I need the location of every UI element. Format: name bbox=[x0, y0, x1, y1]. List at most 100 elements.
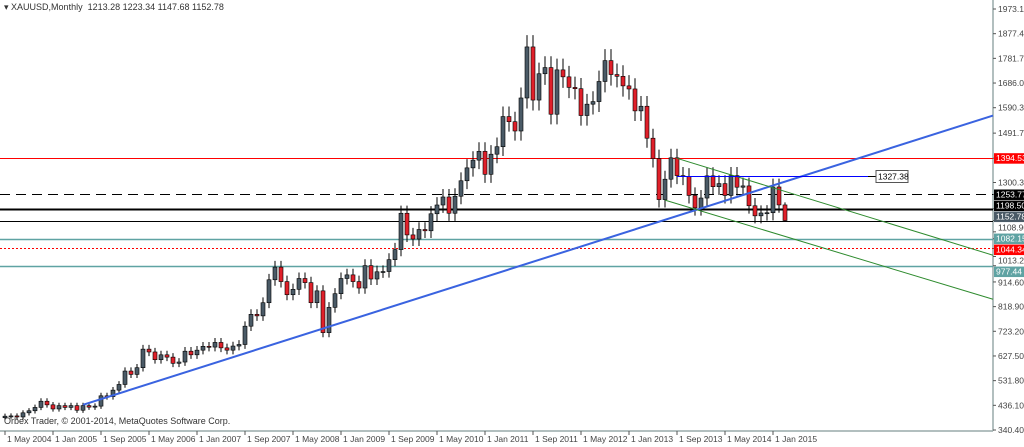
level-tag-977.44: 977.44 bbox=[996, 267, 1022, 277]
bull-candle bbox=[290, 289, 296, 296]
y-tick-label: 818.90 bbox=[998, 302, 1024, 312]
level-tag-bg bbox=[994, 189, 1024, 200]
y-tick-label: 1686.00 bbox=[998, 78, 1024, 88]
bear-candle bbox=[548, 67, 554, 115]
bear-candle bbox=[446, 196, 452, 214]
x-tick-label: 1 May 2014 bbox=[727, 434, 772, 444]
bear-candle bbox=[320, 290, 326, 333]
y-tick-label: 531.80 bbox=[998, 376, 1024, 386]
bear-candle bbox=[734, 175, 740, 188]
copyright-text: Orbex Trader, © 2001-2014, MetaQuotes So… bbox=[4, 416, 231, 426]
bull-candle bbox=[494, 146, 500, 155]
bull-candle bbox=[440, 196, 446, 206]
trendline-channel-lower bbox=[664, 199, 994, 300]
bull-candle bbox=[326, 307, 332, 333]
bull-candle bbox=[68, 405, 74, 408]
bear-candle bbox=[170, 356, 176, 364]
bear-candle bbox=[710, 175, 716, 187]
x-tick-label: 1 Jan 2015 bbox=[775, 434, 817, 444]
bull-candle bbox=[212, 342, 218, 348]
trendline-uptrend bbox=[82, 114, 994, 406]
bear-candle bbox=[86, 405, 92, 408]
chart-header: ▾ XAUUSD,Monthly 1213.28 1223.34 1147.68… bbox=[4, 2, 224, 13]
bull-candle bbox=[728, 175, 734, 196]
bull-candle bbox=[398, 212, 404, 250]
bear-candle bbox=[62, 405, 68, 408]
bull-candle bbox=[584, 103, 590, 116]
bull-candle bbox=[524, 46, 530, 99]
bull-candle bbox=[542, 67, 548, 75]
bull-candle bbox=[332, 293, 338, 308]
bear-candle bbox=[44, 400, 50, 406]
bull-candle bbox=[698, 197, 704, 209]
bear-candle bbox=[632, 88, 638, 112]
bear-candle bbox=[644, 105, 650, 139]
bull-candle bbox=[476, 151, 482, 161]
bull-candle bbox=[200, 346, 206, 351]
bull-candle bbox=[230, 345, 236, 351]
level-tag-bg bbox=[994, 200, 1024, 212]
bull-candle bbox=[26, 410, 32, 414]
level-tag-1082.15: 1082.15 bbox=[996, 234, 1024, 244]
bull-candle bbox=[110, 389, 116, 397]
bear-candle bbox=[608, 60, 614, 75]
bull-candle bbox=[182, 350, 188, 363]
x-tick-label: 1 Sep 2013 bbox=[679, 434, 723, 444]
bear-candle bbox=[14, 415, 20, 418]
y-tick-label: 1973.10 bbox=[998, 4, 1024, 14]
level-tag-1253.77: 1253.77 bbox=[996, 189, 1024, 199]
bear-candle bbox=[650, 137, 656, 159]
bull-candle bbox=[416, 229, 422, 240]
bear-candle bbox=[686, 176, 692, 196]
bull-candle bbox=[452, 195, 458, 214]
trendline-channel-upper bbox=[676, 157, 994, 256]
bull-candle bbox=[554, 69, 560, 115]
bull-candle bbox=[8, 415, 14, 418]
y-tick-label: 436.10 bbox=[998, 400, 1024, 410]
bull-candle bbox=[176, 361, 182, 364]
bear-candle bbox=[284, 281, 290, 296]
ohlc-values: 1213.28 1223.34 1147.68 1152.78 bbox=[87, 2, 224, 12]
bull-candle bbox=[242, 325, 248, 345]
bear-candle bbox=[368, 265, 374, 280]
bear-candle bbox=[218, 342, 224, 349]
x-tick-label: 1 Sep 2005 bbox=[103, 434, 147, 444]
y-tick-label: 914.60 bbox=[998, 278, 1024, 288]
bull-candle bbox=[392, 249, 398, 260]
bear-candle bbox=[482, 151, 488, 175]
bull-candle bbox=[296, 278, 302, 290]
y-tick-label: 1108.90 bbox=[998, 223, 1024, 233]
bear-candle bbox=[674, 157, 680, 176]
bear-candle bbox=[128, 370, 134, 375]
bear-candle bbox=[626, 85, 632, 90]
x-tick-label: 1 May 2008 bbox=[295, 434, 340, 444]
bull-candle bbox=[716, 183, 722, 187]
bull-candle bbox=[2, 415, 8, 419]
bull-candle bbox=[518, 97, 524, 132]
bull-candle bbox=[80, 405, 86, 411]
bull-candle bbox=[374, 271, 380, 280]
bear-candle bbox=[692, 195, 698, 209]
bear-candle bbox=[308, 282, 314, 304]
y-tick-label: 723.20 bbox=[998, 326, 1024, 336]
bear-candle bbox=[560, 69, 566, 78]
bull-candle bbox=[140, 348, 146, 369]
bull-candle bbox=[428, 213, 434, 232]
bull-candle bbox=[272, 266, 278, 281]
bear-candle bbox=[614, 74, 620, 77]
bull-candle bbox=[266, 279, 272, 304]
y-tick-label: 1300.30 bbox=[998, 177, 1024, 187]
bull-candle bbox=[158, 354, 164, 361]
y-tick-label: 1781.70 bbox=[998, 53, 1024, 63]
bull-candle bbox=[362, 265, 368, 289]
bull-candle bbox=[236, 344, 242, 347]
bull-candle bbox=[434, 204, 440, 215]
triangle-down-icon[interactable]: ▾ bbox=[4, 2, 9, 12]
bear-candle bbox=[506, 116, 512, 123]
x-tick-label: 1 May 2012 bbox=[583, 434, 628, 444]
level-tag-1044.34: 1044.34 bbox=[996, 245, 1024, 255]
bull-candle bbox=[194, 349, 200, 356]
y-tick-label: 1877.40 bbox=[998, 29, 1024, 39]
level-tag-bg bbox=[994, 233, 1024, 245]
